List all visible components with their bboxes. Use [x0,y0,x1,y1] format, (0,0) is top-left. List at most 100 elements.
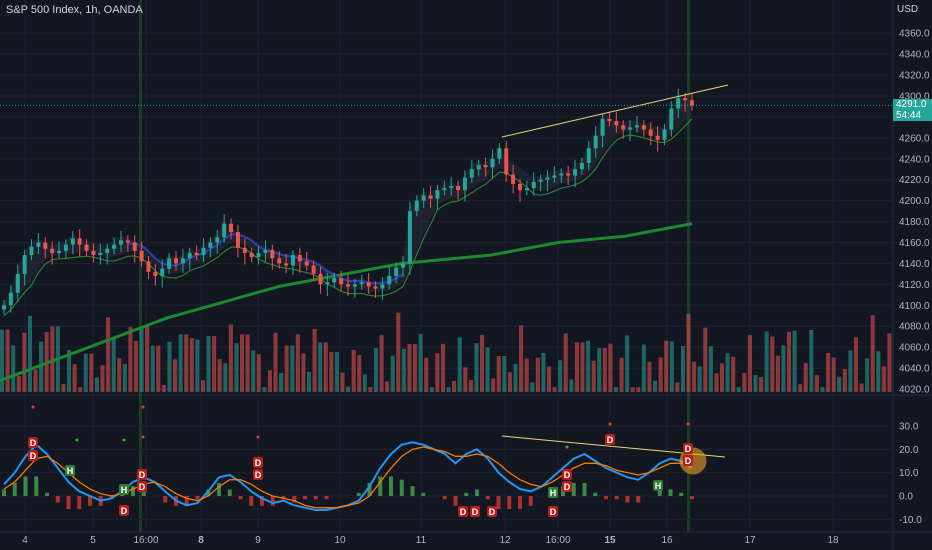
histogram-bar [66,496,71,510]
candle-body [146,261,151,272]
price-tick-label: 4060.0 [899,343,930,354]
currency-label: USD [897,4,919,15]
histogram-bar [292,496,297,503]
candle-body [91,250,96,256]
d-marker [683,455,693,466]
volume-bar [753,375,758,392]
histogram-bar [475,489,479,496]
marker-label: D [607,435,614,445]
histogram-bar [421,492,426,496]
histogram-bar [34,476,39,496]
volume-bar [379,335,384,392]
candle-body [683,98,688,101]
volume-bar [245,334,250,392]
histogram-bar [77,496,82,510]
candle-body [284,263,289,266]
histogram-bar [249,496,254,506]
candle-body [428,195,433,199]
volume-bar [686,313,691,392]
histogram-bar [582,482,587,496]
histogram-bar [442,496,447,500]
histogram-bar [163,496,168,503]
time-tick-label: 17 [744,535,756,546]
volume-bar [145,326,150,392]
marker-label: D [30,438,37,448]
volume-bar [775,355,780,392]
candle-body [366,282,371,287]
volume-bar [826,352,831,392]
candle-body [414,200,419,212]
histogram-bar [238,496,243,500]
volume-bar [206,336,211,392]
candle-body [242,247,247,253]
candle-body [180,258,185,264]
volume-bar [72,364,77,392]
candle-body [442,188,447,191]
candle-body [497,148,502,159]
marker-label: D [489,507,496,517]
candle-body [407,211,412,264]
candle-body [483,165,488,168]
volume-bar [429,387,434,392]
volume-bar [502,356,507,392]
signal-dot [256,435,260,439]
volume-bar [223,363,228,392]
time-tick-label: 16:00 [133,535,158,546]
volume-bar [491,378,496,392]
resistance-trendline [501,84,729,138]
volume-bar [820,387,825,392]
histogram-bar [593,492,598,496]
volume-bar [636,387,641,392]
histogram-bar [657,489,662,496]
session-highlight [139,0,142,532]
volume-bar [396,312,401,392]
candle-body [8,292,13,306]
volume-bar [161,384,166,392]
candle-body [669,108,674,130]
candle-body [600,119,605,136]
candle-body [462,177,467,191]
volume-bar [401,348,406,392]
volume-bar [625,335,630,392]
volume-bar [881,366,886,392]
volume-bar [440,343,445,392]
volume-bar [200,380,206,392]
osc-tick-label: 20.0 [899,445,919,456]
h-marker [653,480,663,491]
volume-bar [50,326,55,392]
price-tick-label: 4240.0 [899,154,930,165]
candle-body [518,183,522,191]
candle-body [634,125,639,128]
candle-body [153,271,158,276]
candle-body [579,162,584,170]
volume-bar [373,347,379,392]
volume-bar [842,368,847,392]
volume-bar [178,334,183,392]
volume-bar [228,324,233,392]
candle-body [552,175,557,178]
candle-body [208,242,213,248]
volume-bar [736,387,741,392]
price-tick-label: 4020.0 [899,385,930,396]
volume-bar [563,333,568,392]
volume-bar [613,387,619,392]
histogram-bar [625,496,630,503]
candle-body [304,261,309,266]
volume-bar [507,372,512,392]
time-tick-label: 10 [334,535,346,546]
slow-moving-average-line [0,222,693,383]
marker-label: D [139,470,146,480]
volume-bar [725,353,730,392]
time-tick-label: 16:00 [545,535,570,546]
oscillator-line [3,446,693,509]
candle-body [655,135,660,140]
histogram-bar [507,496,512,510]
volume-bar [770,336,775,392]
volume-bar [803,362,808,392]
volume-bar [385,381,390,392]
candle-body [346,284,350,287]
d-marker [253,469,263,480]
candle-body [297,255,302,262]
volume-bar [239,334,245,392]
